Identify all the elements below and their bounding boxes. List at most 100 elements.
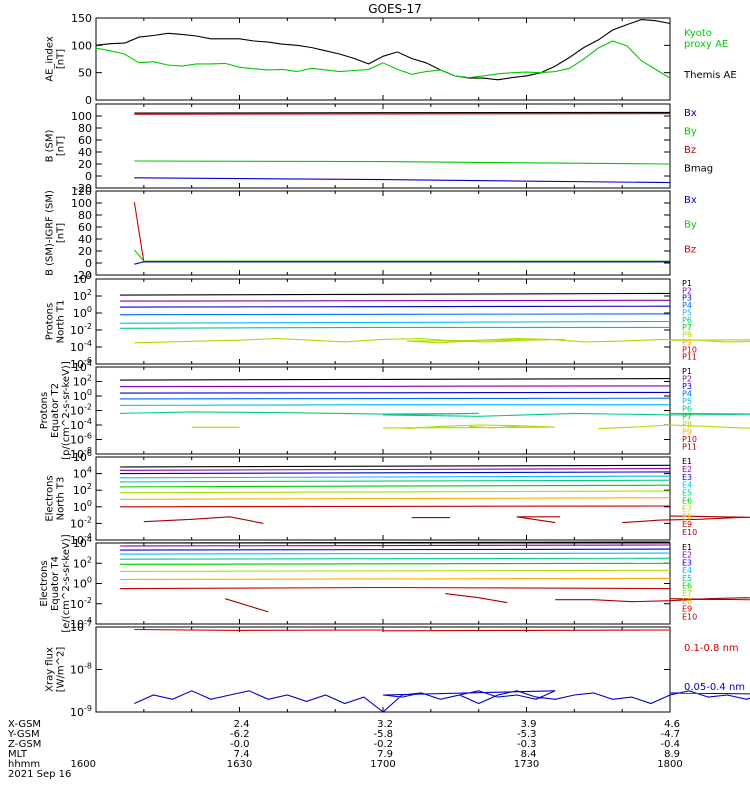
series-p7c xyxy=(469,425,527,429)
legend-entry: By xyxy=(684,220,697,231)
legend-entry: P2 xyxy=(682,286,692,295)
legend-entry: E4 xyxy=(682,566,692,575)
legend-entry: P6 xyxy=(682,405,692,414)
legend-entry: E7 xyxy=(682,589,692,598)
y-tick-label: 10-6 xyxy=(70,356,92,371)
y-tick-label: 0 xyxy=(85,257,92,270)
legend-entry: E5 xyxy=(682,574,692,583)
legend-entry: E9 xyxy=(682,605,692,614)
panel-frame xyxy=(95,103,671,189)
legend-entry: E5 xyxy=(682,489,692,498)
legend-entry: Bx xyxy=(684,108,697,119)
footer-value: 1730 xyxy=(514,759,539,770)
y-tick-label: 10-2 xyxy=(70,515,92,530)
panel-frame xyxy=(95,190,671,276)
series-p4 xyxy=(119,397,671,400)
y-tick-label: 10-2 xyxy=(70,322,92,337)
y-tick-label: 104 xyxy=(73,359,92,374)
y-tick-label: 10-2 xyxy=(70,403,92,418)
y-tick-label: 10-6 xyxy=(70,432,92,447)
y-tick-label: 0 xyxy=(85,94,92,107)
y-tick-label: 102 xyxy=(73,374,92,389)
y-tick-label: 10-4 xyxy=(70,339,92,354)
legend-entry: P8 xyxy=(682,331,692,340)
series-p4 xyxy=(119,313,671,316)
legend-entry: Bmag xyxy=(684,164,713,175)
y-tick-label: 100 xyxy=(73,305,92,320)
legend-entry: P1 xyxy=(682,279,692,288)
legend-entry: Bz xyxy=(684,145,696,156)
series-p7d xyxy=(598,424,750,430)
footer-value: 3.2 xyxy=(377,719,393,730)
series-p7 xyxy=(134,337,750,344)
legend-entry: P9 xyxy=(682,338,692,347)
legend-entry: E1 xyxy=(682,457,692,466)
series-themis-ae xyxy=(95,19,671,81)
y-tick-label: 100 xyxy=(71,39,92,52)
series-p6 xyxy=(119,411,750,417)
legend-entry: E8 xyxy=(682,597,692,606)
footer-value: -0.0 xyxy=(230,739,250,750)
series-by xyxy=(133,249,670,262)
series-e10a xyxy=(143,516,264,524)
legend-entry: P7 xyxy=(682,412,692,421)
y-tick-label: 40 xyxy=(78,233,92,246)
footer-value: 7.4 xyxy=(234,749,250,760)
legend-entry: E1 xyxy=(682,543,692,552)
footer-value: -0.3 xyxy=(517,739,537,750)
series-e4 xyxy=(119,552,671,555)
y-tick-label: 40 xyxy=(78,146,92,159)
series-by xyxy=(134,160,671,165)
series-e10b xyxy=(445,593,508,604)
series-e1 xyxy=(119,464,671,468)
legend-entry: P2 xyxy=(682,375,692,384)
series-bz xyxy=(134,113,671,115)
legend-entry: P11 xyxy=(682,353,697,362)
legend-entry: Bx xyxy=(684,195,697,206)
series-0-1-0-8-nm xyxy=(134,628,671,632)
y-tick-label: 10-9 xyxy=(70,704,92,719)
legend-entry: E6 xyxy=(682,582,692,591)
y-tick-label: 102 xyxy=(73,482,92,497)
y-tick-label: 100 xyxy=(71,110,92,123)
series-e10a xyxy=(225,598,269,613)
series-p7b xyxy=(382,424,556,430)
legend-entry: P5 xyxy=(682,308,692,317)
legend-entry: P10 xyxy=(682,435,697,444)
panel-frame xyxy=(95,626,671,713)
y-tick-label: 104 xyxy=(73,466,92,481)
y-tick-label: 60 xyxy=(78,134,92,147)
y-tick-label: 100 xyxy=(73,576,92,591)
series-e10d xyxy=(516,516,556,524)
footer-value: 1600 xyxy=(71,759,96,770)
series-bx xyxy=(134,177,671,184)
legend-entry: E6 xyxy=(682,497,692,506)
y-tick-label: 102 xyxy=(73,288,92,303)
y-tick-label: 10-2 xyxy=(70,596,92,611)
series-bz xyxy=(133,201,670,263)
footer-value: 3.9 xyxy=(521,719,537,730)
legend-entry: Kyoto proxy AE xyxy=(684,28,728,50)
series-p6 xyxy=(119,326,670,329)
legend-entry: 0.1-0.8 nm xyxy=(684,643,739,654)
series-e6 xyxy=(119,562,671,565)
legend-entry: E2 xyxy=(682,465,692,474)
legend-entry: P8 xyxy=(682,420,692,429)
y-axis-label: ProtonsNorth T1 xyxy=(45,300,67,344)
footer-value: 8.9 xyxy=(664,749,680,760)
y-tick-label: 100 xyxy=(73,388,92,403)
series-e5 xyxy=(119,479,671,483)
series-e10e xyxy=(622,515,750,524)
y-tick-label: 50 xyxy=(78,67,92,80)
series-kyoto-proxy-ae xyxy=(95,40,671,79)
series-e10c xyxy=(555,597,750,603)
series-e3 xyxy=(119,471,671,475)
legend-entry: Bz xyxy=(684,244,696,255)
y-tick-label: 10-8 xyxy=(70,662,92,677)
series-e8 xyxy=(119,577,671,581)
legend-entry: E4 xyxy=(682,481,692,490)
series-e6 xyxy=(119,484,671,488)
y-tick-label: 120 xyxy=(71,185,92,198)
